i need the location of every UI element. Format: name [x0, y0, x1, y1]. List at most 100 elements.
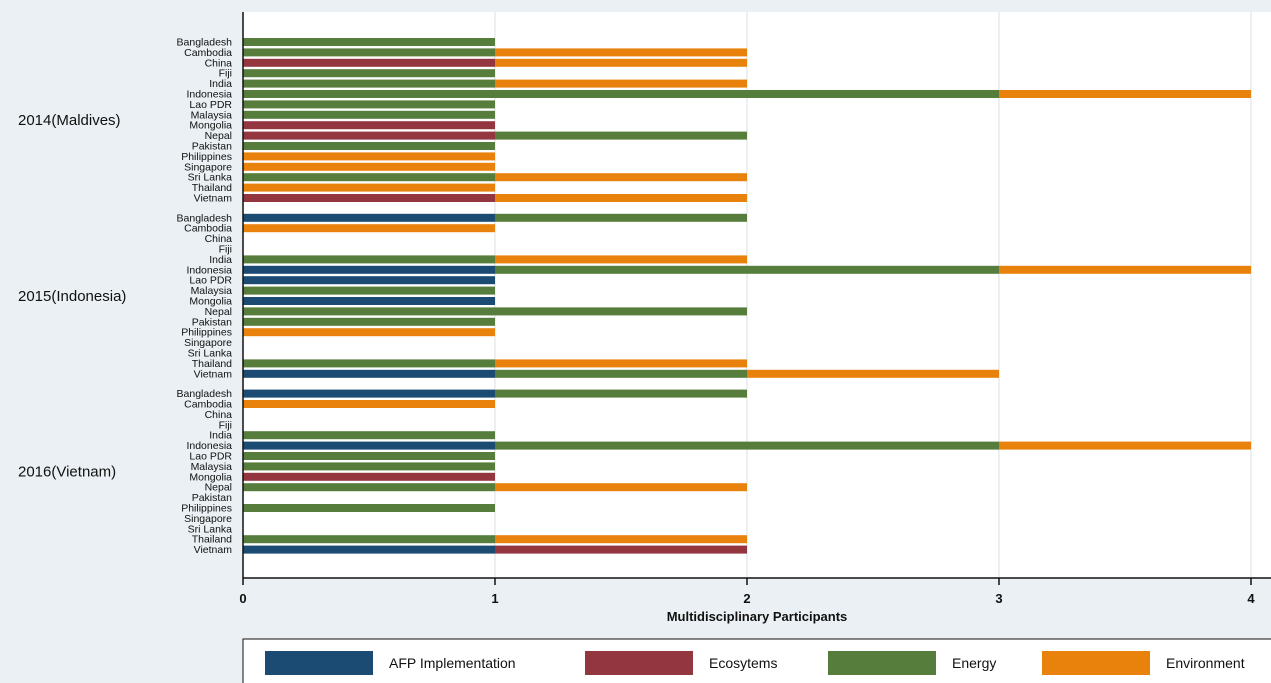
- category-label-2015-indonesia-mongolia: Mongolia: [189, 296, 232, 308]
- legend: AFP Implementation Ecosytems Energy Environ…: [242, 638, 1271, 683]
- category-label-2016-vietnam-thailand: Thailand: [192, 534, 232, 546]
- category-label-2016-vietnam-fiji: Fiji: [219, 419, 232, 431]
- bar-2016-vietnam-mongolia-ecosytems: [243, 472, 495, 481]
- category-label-2015-indonesia-sri-lanka: Sri Lanka: [188, 348, 233, 360]
- category-label-2015-indonesia-cambodia: Cambodia: [184, 223, 232, 235]
- group-label-2014-maldives: 2014(Maldives): [18, 112, 121, 129]
- category-label-2014-maldives-india: India: [209, 78, 232, 90]
- bar-2016-vietnam-indonesia-afp-implementation: [243, 441, 495, 450]
- bar-2015-indonesia-bangladesh-energy: [495, 213, 747, 222]
- category-label-2014-maldives-fiji: Fiji: [219, 68, 232, 80]
- bar-2015-indonesia-vietnam-afp-implementation: [243, 369, 495, 378]
- bar-2014-maldives-thailand-environment: [243, 183, 495, 192]
- category-label-2016-vietnam-nepal: Nepal: [205, 482, 232, 494]
- bar-2015-indonesia-india-energy: [243, 255, 495, 264]
- legend-box: [242, 638, 1271, 683]
- bar-2014-maldives-sri-lanka-environment: [495, 173, 747, 182]
- bar-2014-maldives-fiji-energy: [243, 69, 495, 78]
- category-label-2016-vietnam-china: China: [205, 409, 233, 421]
- legend-label-energy: Energy: [952, 655, 996, 671]
- category-label-2015-indonesia-malaysia: Malaysia: [191, 285, 233, 297]
- bar-2014-maldives-nepal-ecosytems: [243, 131, 495, 140]
- category-label-2015-indonesia-singapore: Singapore: [184, 337, 232, 349]
- bar-2014-maldives-bangladesh-energy: [243, 38, 495, 46]
- bar-2016-vietnam-indonesia-environment: [999, 441, 1251, 450]
- category-label-2016-vietnam-bangladesh: Bangladesh: [177, 388, 233, 400]
- bar-2016-vietnam-vietnam-afp-implementation: [243, 545, 495, 554]
- bar-2015-indonesia-thailand-energy: [243, 359, 495, 368]
- category-label-2016-vietnam-indonesia: Indonesia: [186, 440, 232, 452]
- bar-2014-maldives-indonesia-environment: [999, 90, 1251, 98]
- category-label-2014-maldives-lao-pdr: Lao PDR: [189, 99, 232, 111]
- category-label-2015-indonesia-bangladesh: Bangladesh: [177, 212, 233, 224]
- bar-2014-maldives-indonesia-energy: [243, 90, 999, 98]
- category-label-2014-maldives-indonesia: Indonesia: [186, 89, 232, 101]
- category-label-2014-maldives-cambodia: Cambodia: [184, 47, 232, 59]
- category-label-2016-vietnam-malaysia: Malaysia: [191, 461, 233, 473]
- bar-2014-maldives-sri-lanka-energy: [243, 173, 495, 182]
- bar-2015-indonesia-malaysia-energy: [243, 286, 495, 295]
- legend-swatch-environment: [1042, 651, 1150, 675]
- bar-2014-maldives-lao-pdr-energy: [243, 100, 495, 109]
- bar-2016-vietnam-bangladesh-afp-implementation: [243, 389, 495, 398]
- category-label-2015-indonesia-indonesia: Indonesia: [186, 264, 232, 276]
- category-label-2015-indonesia-thailand: Thailand: [192, 358, 232, 370]
- bar-2016-vietnam-thailand-energy: [243, 535, 495, 544]
- category-label-2014-maldives-singapore: Singapore: [184, 161, 232, 173]
- bar-2014-maldives-mongolia-ecosytems: [243, 121, 495, 130]
- legend-swatch-afp-implementation: [265, 651, 373, 675]
- category-label-2014-maldives-malaysia: Malaysia: [191, 109, 233, 121]
- category-label-2014-maldives-thailand: Thailand: [192, 182, 232, 194]
- bar-2016-vietnam-lao-pdr-energy: [243, 452, 495, 460]
- x-tick-label-3: 3: [995, 591, 1002, 606]
- bar-2016-vietnam-nepal-energy: [243, 483, 495, 492]
- bar-2016-vietnam-nepal-environment: [495, 483, 747, 492]
- category-label-2016-vietnam-sri-lanka: Sri Lanka: [188, 523, 233, 535]
- bar-2016-vietnam-cambodia-environment: [243, 400, 495, 408]
- bar-2014-maldives-china-ecosytems: [243, 58, 495, 67]
- category-label-2015-indonesia-pakistan: Pakistan: [192, 316, 232, 328]
- category-label-2015-indonesia-fiji: Fiji: [219, 244, 232, 256]
- category-label-2015-indonesia-vietnam: Vietnam: [194, 368, 233, 380]
- bar-2015-indonesia-bangladesh-afp-implementation: [243, 213, 495, 222]
- category-label-2014-maldives-vietnam: Vietnam: [194, 193, 233, 205]
- group-labels: 2014(Maldives) 2015(Indonesia) 2016(Vietna…: [18, 112, 126, 481]
- category-label-2014-maldives-mongolia: Mongolia: [189, 120, 232, 132]
- bar-2014-maldives-cambodia-energy: [243, 48, 495, 57]
- legend-items: AFP Implementation Ecosytems Energy Environ…: [265, 651, 1245, 675]
- bar-2014-maldives-vietnam-ecosytems: [243, 194, 495, 202]
- legend-swatch-ecosytems: [585, 651, 693, 675]
- x-axis-title: Multidisciplinary Participants: [667, 609, 848, 624]
- legend-label-environment: Environment: [1166, 655, 1245, 671]
- category-label-2016-vietnam-singapore: Singapore: [184, 513, 232, 525]
- category-label-2016-vietnam-lao-pdr: Lao PDR: [189, 451, 232, 463]
- legend-swatch-energy: [828, 651, 936, 675]
- x-tick-label-2: 2: [743, 591, 750, 606]
- category-label-2016-vietnam-philippines: Philippines: [181, 503, 232, 515]
- category-label-2014-maldives-pakistan: Pakistan: [192, 141, 232, 153]
- bar-2014-maldives-china-environment: [495, 58, 747, 67]
- bar-2015-indonesia-mongolia-afp-implementation: [243, 297, 495, 305]
- category-label-2014-maldives-nepal: Nepal: [205, 130, 232, 142]
- category-label-2016-vietnam-cambodia: Cambodia: [184, 399, 232, 411]
- x-tick-label-1: 1: [491, 591, 498, 606]
- bar-2016-vietnam-vietnam-ecosytems: [495, 545, 747, 554]
- category-label-2014-maldives-china: China: [205, 57, 233, 69]
- category-labels: BangladeshCambodiaChinaFijiIndiaIndonesi…: [177, 37, 233, 557]
- bar-2016-vietnam-thailand-environment: [495, 535, 747, 544]
- category-label-2015-indonesia-china: China: [205, 233, 233, 245]
- category-label-2014-maldives-philippines: Philippines: [181, 151, 232, 163]
- bar-2016-vietnam-bangladesh-energy: [495, 389, 747, 398]
- bars: [243, 38, 1251, 554]
- category-label-2015-indonesia-philippines: Philippines: [181, 327, 232, 339]
- bar-2014-maldives-india-environment: [495, 79, 747, 88]
- x-tick-label-0: 0: [239, 591, 246, 606]
- bar-2016-vietnam-indonesia-energy: [495, 441, 999, 450]
- bar-2015-indonesia-india-environment: [495, 255, 747, 264]
- category-label-2016-vietnam-pakistan: Pakistan: [192, 492, 232, 504]
- category-label-2016-vietnam-vietnam: Vietnam: [194, 544, 233, 556]
- bar-2014-maldives-india-energy: [243, 79, 495, 88]
- category-label-2015-indonesia-nepal: Nepal: [205, 306, 232, 318]
- legend-label-afp-implementation: AFP Implementation: [389, 655, 516, 671]
- bar-2016-vietnam-philippines-energy: [243, 504, 495, 512]
